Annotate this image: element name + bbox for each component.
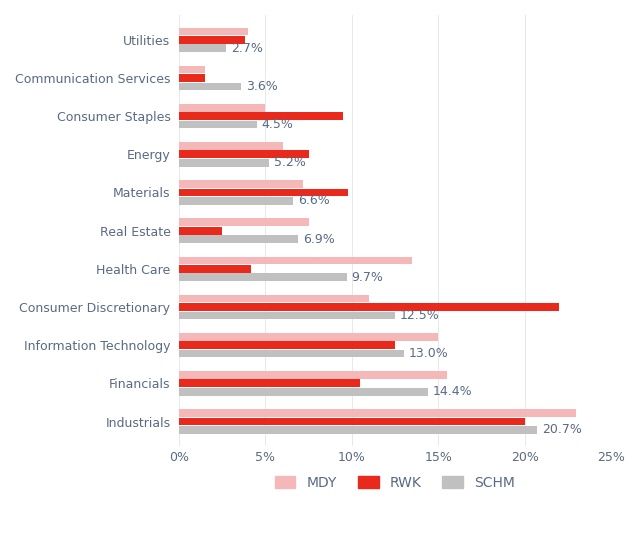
Bar xyxy=(179,303,559,311)
Bar xyxy=(179,235,298,243)
Bar xyxy=(179,227,222,235)
Bar xyxy=(179,44,225,52)
Text: 12.5%: 12.5% xyxy=(400,309,440,322)
Legend: MDY, RWK, SCHM: MDY, RWK, SCHM xyxy=(269,470,521,496)
Bar xyxy=(179,197,293,204)
Bar xyxy=(179,159,269,167)
Text: 9.7%: 9.7% xyxy=(352,270,383,283)
Bar xyxy=(179,189,348,196)
Bar xyxy=(179,83,241,90)
Text: 6.6%: 6.6% xyxy=(298,194,330,207)
Bar xyxy=(179,409,577,417)
Text: 6.9%: 6.9% xyxy=(303,233,335,246)
Bar xyxy=(179,418,525,425)
Text: 20.7%: 20.7% xyxy=(542,424,582,437)
Bar xyxy=(179,333,438,341)
Bar xyxy=(179,28,248,35)
Bar xyxy=(179,379,360,387)
Text: 14.4%: 14.4% xyxy=(433,385,472,398)
Text: 5.2%: 5.2% xyxy=(274,156,306,169)
Bar xyxy=(179,256,412,265)
Bar xyxy=(179,104,265,111)
Bar xyxy=(179,265,252,273)
Bar xyxy=(179,273,346,281)
Bar xyxy=(179,219,308,226)
Bar xyxy=(179,426,537,434)
Text: 4.5%: 4.5% xyxy=(262,118,294,131)
Bar xyxy=(179,341,395,349)
Bar xyxy=(179,65,205,74)
Text: 3.6%: 3.6% xyxy=(246,80,278,93)
Bar xyxy=(179,312,395,319)
Bar xyxy=(179,150,308,158)
Bar xyxy=(179,180,303,188)
Bar xyxy=(179,295,369,302)
Bar xyxy=(179,388,428,395)
Bar xyxy=(179,121,257,128)
Bar xyxy=(179,371,447,379)
Bar xyxy=(179,36,244,44)
Bar xyxy=(179,349,404,358)
Bar xyxy=(179,142,283,150)
Bar xyxy=(179,113,343,120)
Bar xyxy=(179,74,205,82)
Text: 2.7%: 2.7% xyxy=(230,42,262,55)
Text: 13.0%: 13.0% xyxy=(409,347,449,360)
